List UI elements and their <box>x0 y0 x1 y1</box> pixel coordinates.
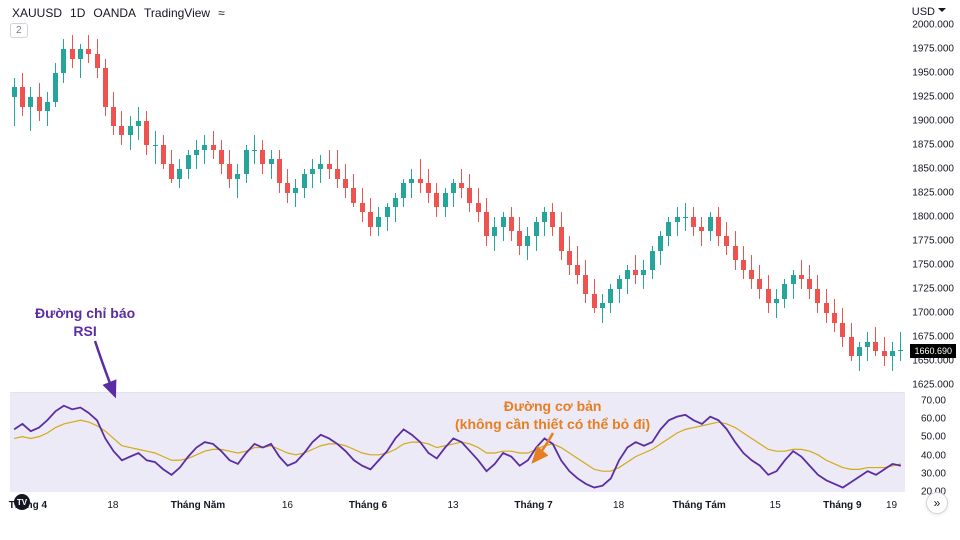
chart-header: XAUUSD 1D OANDA TradingView ≈ <box>12 6 225 20</box>
broker: OANDA <box>93 6 136 20</box>
tradingview-logo: TV <box>14 494 30 510</box>
xaxis-tick: 15 <box>770 500 781 511</box>
symbol[interactable]: XAUUSD <box>12 6 62 20</box>
xaxis-tick: 13 <box>447 500 458 511</box>
source: TradingView <box>144 6 210 20</box>
xaxis-tick: 18 <box>107 500 118 511</box>
xaxis-tick: 19 <box>886 500 897 511</box>
rsi-yaxis[interactable]: 70.0060.0050.0040.0030.0020.00 <box>908 392 956 492</box>
xaxis-tick: 16 <box>282 500 293 511</box>
xaxis-tick: Tháng 7 <box>514 500 552 511</box>
xaxis-tick: Tháng Năm <box>171 500 225 511</box>
time-axis[interactable]: Tháng 418Tháng Năm16Tháng 613Tháng 718Th… <box>10 500 905 518</box>
baseline-annotation: Đường cơ bản (không cần thiết có thể bỏ … <box>455 398 650 433</box>
xaxis-tick: 18 <box>613 500 624 511</box>
xaxis-tick: Tháng 9 <box>823 500 861 511</box>
scroll-to-latest-button[interactable]: » <box>926 492 948 514</box>
rsi-annotation: Đường chỉ báo RSI <box>35 305 135 340</box>
price-chart[interactable] <box>10 25 905 385</box>
current-price-tag: 1660.690 <box>910 344 956 358</box>
xaxis-tick: Tháng Tám <box>672 500 725 511</box>
xaxis-tick: Tháng 6 <box>349 500 387 511</box>
currency-selector[interactable]: USD <box>912 6 946 18</box>
timeframe[interactable]: 1D <box>70 6 85 20</box>
approx-icon: ≈ <box>218 6 225 20</box>
price-yaxis[interactable]: 2000.0001975.0001950.0001925.0001900.000… <box>908 25 956 385</box>
